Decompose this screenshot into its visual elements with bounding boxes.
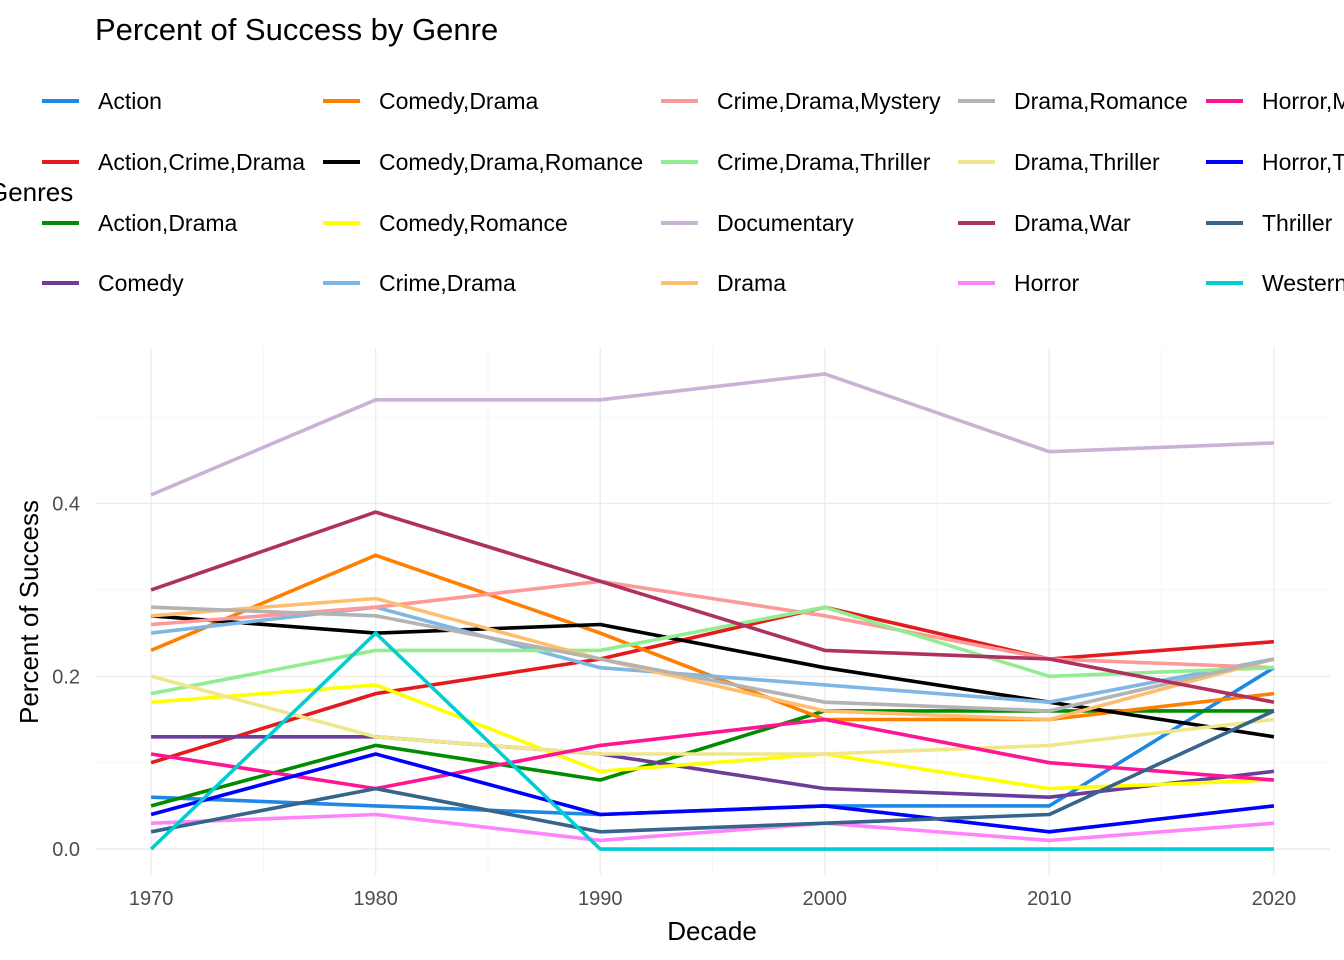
series-layer bbox=[149, 372, 1275, 851]
legend-label: Horror,Thriller bbox=[1262, 149, 1344, 175]
x-tick-label: 2020 bbox=[1252, 888, 1297, 910]
series-line-crime-drama-mystery bbox=[150, 579, 1274, 670]
series-line-action-crime-drama bbox=[150, 605, 1275, 765]
legend-title: Genres bbox=[0, 177, 73, 207]
y-tick-label: 0.2 bbox=[52, 666, 80, 688]
series-line-western bbox=[149, 631, 1274, 851]
series-line-drama bbox=[150, 596, 1275, 722]
legend-item: Comedy,Drama,Romance bbox=[323, 149, 643, 175]
legend-label: Comedy bbox=[98, 270, 184, 296]
series-line-drama-thriller bbox=[150, 674, 1275, 756]
legend-label: Crime,Drama bbox=[379, 270, 516, 296]
series-line-documentary bbox=[150, 372, 1274, 497]
series-line-horror bbox=[151, 812, 1275, 843]
legend-item: Thriller bbox=[1206, 210, 1333, 236]
series-line-horror-thriller bbox=[150, 752, 1275, 834]
legend-label: Action,Crime,Drama bbox=[98, 149, 305, 175]
legend-label: Action,Drama bbox=[98, 210, 238, 236]
legend-item: Crime,Drama,Mystery bbox=[661, 88, 941, 114]
legend-item: Comedy,Romance bbox=[323, 210, 568, 236]
chart-title: Percent of Success by Genre bbox=[95, 12, 498, 47]
legend-item: Crime,Drama bbox=[323, 270, 516, 296]
x-tick-label: 2000 bbox=[803, 888, 848, 910]
legend-item: Drama,Romance bbox=[958, 88, 1188, 114]
legend-label: Horror,Mystery bbox=[1262, 88, 1344, 114]
legend-label: Drama,Romance bbox=[1014, 88, 1188, 114]
legend-label: Drama,War bbox=[1014, 210, 1131, 236]
legend-item: Action bbox=[42, 88, 162, 114]
legend-item: Documentary bbox=[661, 210, 854, 236]
legend-label: Drama bbox=[717, 270, 786, 296]
legend-item: Western bbox=[1206, 270, 1344, 296]
series-line-horror-mystery bbox=[150, 717, 1275, 791]
legend-label: Comedy,Drama,Romance bbox=[379, 149, 643, 175]
x-axis-title: Decade bbox=[667, 916, 757, 946]
series-line-drama-war bbox=[150, 510, 1275, 704]
legend-label: Crime,Drama,Thriller bbox=[717, 149, 931, 175]
legend-item: Drama,War bbox=[958, 210, 1131, 236]
series-line-crime-drama-thriller bbox=[150, 605, 1274, 696]
legend-item: Comedy bbox=[42, 270, 184, 296]
legend-label: Documentary bbox=[717, 210, 854, 236]
y-tick-label: 0.0 bbox=[52, 839, 80, 861]
y-tick-label: 0.4 bbox=[52, 494, 80, 516]
legend-item: Horror bbox=[958, 270, 1080, 296]
legend-item: Horror,Mystery bbox=[1206, 88, 1344, 114]
legend-label: Drama,Thriller bbox=[1014, 149, 1160, 175]
legend: Action Action,Crime,Drama Action,Drama Come… bbox=[42, 88, 1344, 296]
series-line-comedy bbox=[151, 734, 1275, 800]
legend-item: Comedy,Drama bbox=[323, 88, 539, 114]
legend-item: Drama bbox=[661, 270, 786, 296]
y-axis-title: Percent of Success bbox=[14, 500, 44, 724]
series-line-comedy-romance bbox=[150, 683, 1274, 791]
x-tick-label: 1980 bbox=[353, 888, 398, 910]
legend-label: Horror bbox=[1014, 270, 1080, 296]
legend-label: Western bbox=[1262, 270, 1344, 296]
x-axis-ticks: 1970 1980 1990 2000 2010 2020 bbox=[129, 888, 1296, 910]
x-tick-label: 1970 bbox=[129, 888, 174, 910]
plot-area bbox=[95, 348, 1330, 875]
y-axis-ticks: 0.0 0.2 0.4 bbox=[52, 494, 80, 862]
x-tick-label: 1990 bbox=[578, 888, 623, 910]
legend-label: Comedy,Romance bbox=[379, 210, 568, 236]
legend-item: Crime,Drama,Thriller bbox=[661, 149, 931, 175]
legend-label: Thriller bbox=[1262, 210, 1333, 236]
grid bbox=[95, 348, 1330, 875]
x-tick-label: 2010 bbox=[1027, 888, 1072, 910]
legend-item: Action,Drama bbox=[42, 210, 238, 236]
series-line-thriller bbox=[150, 709, 1275, 834]
legend-item: Drama,Thriller bbox=[958, 149, 1160, 175]
legend-item: Action,Crime,Drama bbox=[42, 149, 305, 175]
legend-item: Horror,Thriller bbox=[1206, 149, 1344, 175]
legend-label: Crime,Drama,Mystery bbox=[717, 88, 941, 114]
legend-label: Comedy,Drama bbox=[379, 88, 539, 114]
series-line-drama-romance bbox=[151, 605, 1275, 713]
legend-label: Action bbox=[98, 88, 162, 114]
